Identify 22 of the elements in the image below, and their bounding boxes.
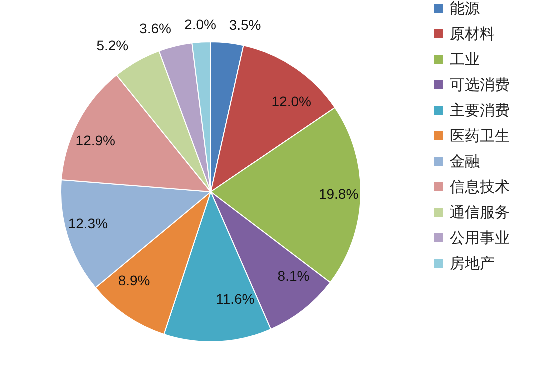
data-label: 3.5% <box>229 17 262 34</box>
legend-label: 原材料 <box>450 26 495 43</box>
data-label: 19.8% <box>318 186 359 202</box>
legend-label: 可选消费 <box>450 77 510 94</box>
legend-label: 能源 <box>450 0 480 18</box>
data-label: 12.3% <box>68 216 108 232</box>
data-label: 8.1% <box>278 268 310 284</box>
legend-label: 公用事业 <box>450 230 510 247</box>
data-label: 12.9% <box>76 132 116 149</box>
legend-label: 工业 <box>450 52 480 68</box>
data-label: 8.9% <box>118 272 150 288</box>
legend-label: 房地产 <box>450 256 495 272</box>
data-label: 3.6% <box>140 20 172 37</box>
legend-label: 通信服务 <box>450 204 510 222</box>
legend-label: 信息技术 <box>450 179 510 196</box>
data-label: 12.0% <box>272 94 312 110</box>
legend-label: 医药卫生 <box>450 128 510 145</box>
legend-label: 主要消费 <box>450 102 510 120</box>
data-label: 2.0% <box>184 16 216 32</box>
legend-label: 金融 <box>450 154 480 170</box>
data-label: 5.2% <box>96 38 129 54</box>
data-label: 11.6% <box>216 290 255 307</box>
